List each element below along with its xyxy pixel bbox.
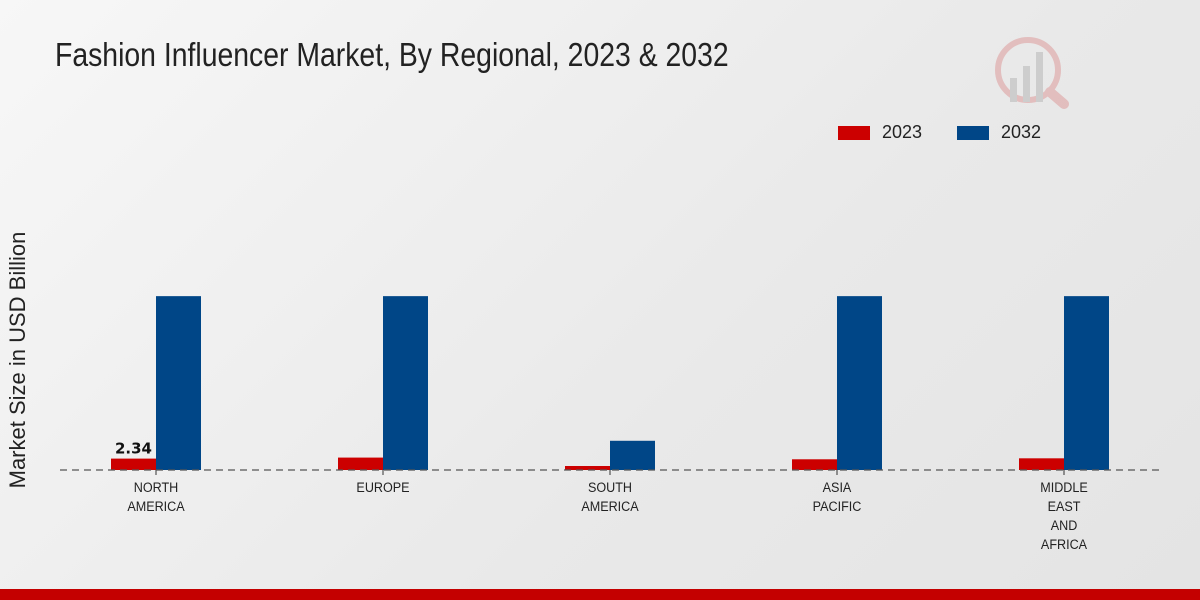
bar-2032-4 bbox=[1064, 296, 1109, 470]
bar-2023-3 bbox=[792, 459, 837, 470]
bar-2032-3 bbox=[837, 296, 882, 470]
legend-label-2032: 2032 bbox=[1001, 122, 1042, 142]
x-tick-label: EUROPE bbox=[356, 479, 409, 495]
data-label: 2.34 bbox=[115, 440, 152, 458]
x-tick-label: AND bbox=[1051, 517, 1078, 533]
bar-2032-0 bbox=[156, 296, 201, 470]
x-tick-label: ASIA bbox=[823, 479, 852, 495]
bar-2023-2 bbox=[565, 466, 610, 470]
bar-2032-1 bbox=[383, 296, 428, 470]
footer-bar bbox=[0, 589, 1200, 600]
x-tick-label: AMERICA bbox=[581, 498, 638, 514]
x-tick-label: AFRICA bbox=[1041, 536, 1087, 552]
bar-2032-2 bbox=[610, 440, 655, 470]
x-tick-label: MIDDLE bbox=[1040, 479, 1088, 495]
x-tick-label: NORTH bbox=[134, 479, 179, 495]
bar-2023-0 bbox=[111, 458, 156, 470]
x-tick-label: SOUTH bbox=[588, 479, 632, 495]
bar-2023-4 bbox=[1019, 458, 1064, 470]
legend-swatch-2032 bbox=[957, 125, 989, 140]
legend-swatch-2023 bbox=[838, 125, 870, 140]
chart-title: Fashion Influencer Market, By Regional, … bbox=[55, 36, 729, 73]
legend-item-2032: 2032 bbox=[957, 122, 1041, 143]
x-tick-label: AMERICA bbox=[127, 498, 184, 514]
legend-label-2023: 2023 bbox=[882, 122, 923, 142]
legend-item-2023: 2023 bbox=[838, 122, 922, 143]
x-tick-label: PACIFIC bbox=[813, 498, 862, 514]
bar-2023-1 bbox=[338, 457, 383, 470]
x-tick-label: EAST bbox=[1048, 498, 1081, 514]
